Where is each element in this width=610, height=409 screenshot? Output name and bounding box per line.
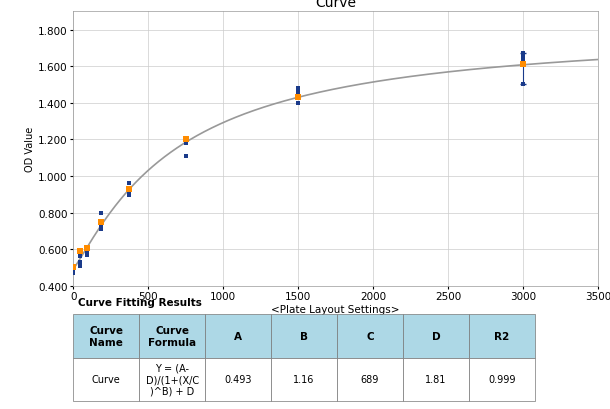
Point — [518, 54, 528, 60]
Point — [293, 85, 303, 92]
Point — [82, 245, 92, 252]
Point — [76, 254, 85, 260]
Point — [76, 263, 85, 269]
Point — [96, 219, 106, 225]
Point — [518, 82, 528, 89]
Y-axis label: OD Value: OD Value — [25, 127, 35, 172]
Point — [82, 252, 92, 258]
Point — [68, 265, 78, 271]
Point — [293, 100, 303, 107]
Point — [518, 62, 528, 68]
Point — [124, 190, 134, 196]
Point — [181, 140, 190, 147]
Point — [181, 137, 190, 143]
Title: Curve: Curve — [315, 0, 356, 10]
X-axis label: <Plate Layout Settings>: <Plate Layout Settings> — [271, 304, 400, 314]
Point — [76, 259, 85, 265]
Point — [96, 226, 106, 233]
Point — [124, 180, 134, 187]
Point — [181, 153, 190, 160]
Text: Curve Fitting Results: Curve Fitting Results — [79, 298, 203, 308]
Point — [293, 89, 303, 96]
Point — [82, 246, 92, 253]
Point — [124, 186, 134, 193]
Point — [68, 270, 78, 276]
Point — [518, 56, 528, 63]
Point — [76, 248, 85, 255]
Point — [82, 248, 92, 255]
Point — [518, 62, 528, 68]
Point — [96, 210, 106, 216]
Point — [181, 137, 190, 143]
Point — [68, 266, 78, 273]
Point — [293, 95, 303, 101]
Point — [96, 222, 106, 229]
Point — [124, 192, 134, 199]
Point — [518, 51, 528, 58]
